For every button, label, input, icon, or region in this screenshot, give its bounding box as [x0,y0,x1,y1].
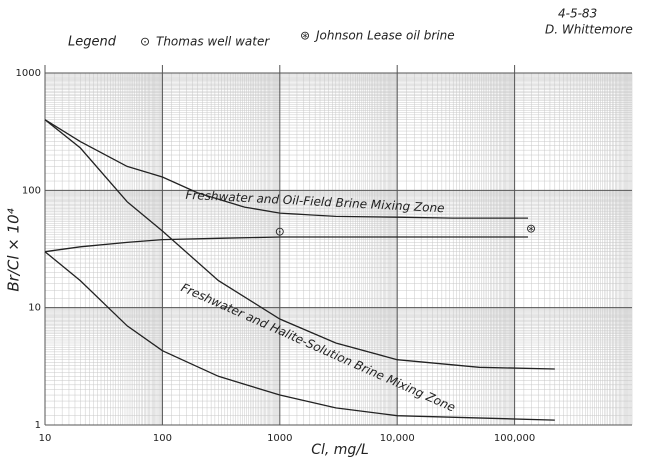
x-tick-label: 100,000 [494,433,535,444]
legend-label: Johnson Lease oil brine [314,29,455,43]
annotation: Freshwater and Halite-Solution Brine Mix… [179,280,458,414]
x-tick-label: 100 [153,433,172,444]
date: 4-5-83 [558,7,597,21]
data-point: ⊛ [526,221,536,235]
y-tick-label: 1 [35,420,41,431]
x-axis-label: Cl, mg/L [311,442,369,458]
grid [45,72,633,425]
y-tick-label: 10 [28,303,41,314]
curve [44,236,528,253]
curve [44,251,555,421]
curve [44,119,555,370]
y-tick-label: 100 [22,185,41,196]
data-point: ⊙ [275,225,285,239]
y-axis-label: Br/Cl × 10⁴ [5,208,23,291]
legend-symbol: ⊙ [140,35,150,49]
legend-title: Legend [68,35,117,50]
x-tick-label: 10 [39,433,52,444]
author: D. Whittemore [545,23,633,37]
x-tick-label: 1000 [267,433,292,444]
y-tick-label: 1000 [16,68,41,79]
curve [44,119,528,219]
legend-label: Thomas well water [156,35,270,49]
x-tick-label: 10,000 [380,433,415,444]
legend-symbol: ⊛ [300,29,310,43]
